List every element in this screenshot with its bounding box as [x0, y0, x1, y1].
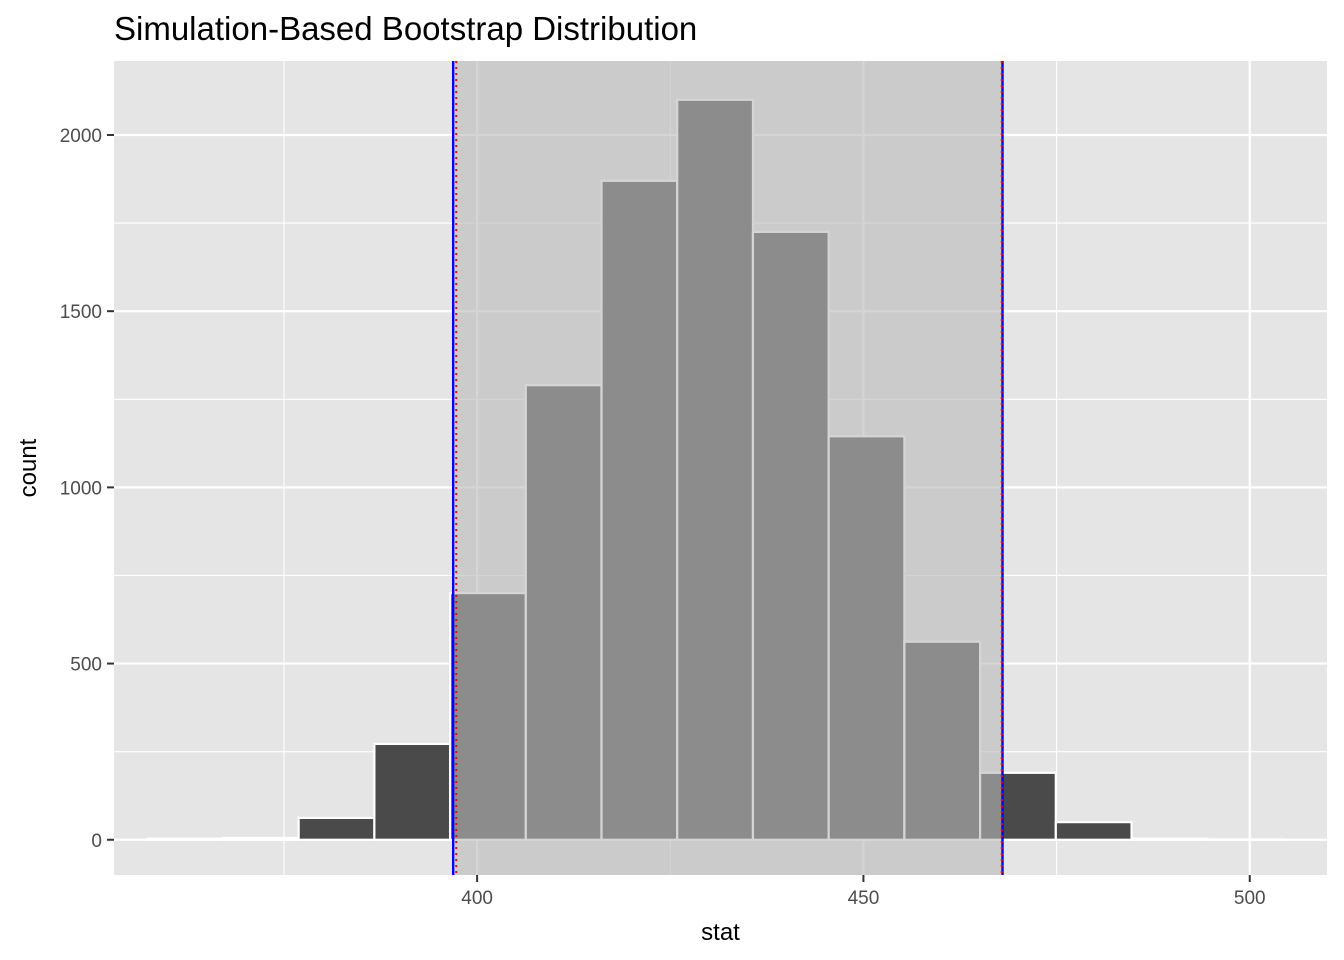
y-tick-label: 0: [91, 831, 102, 852]
y-axis-title: count: [15, 438, 42, 497]
chart-title: Simulation-Based Bootstrap Distribution: [114, 10, 697, 47]
ci-shaded-region: [453, 61, 1003, 875]
histogram-bar: [146, 837, 225, 841]
y-tick-label: 2000: [60, 126, 102, 147]
x-axis-title: stat: [701, 919, 740, 946]
x-tick-label: 450: [848, 888, 880, 909]
x-tick-label: 400: [461, 888, 493, 909]
histogram-bar: [1054, 821, 1133, 841]
y-axis-ticks: 0 500 1000 1500 2000: [60, 126, 114, 852]
y-tick-label: 1500: [60, 302, 102, 323]
confidence-interval-lines: [451, 61, 1004, 875]
histogram-bar: [297, 816, 376, 841]
histogram-bar: [1130, 837, 1209, 841]
x-tick-label: 500: [1234, 888, 1266, 909]
y-tick-label: 500: [70, 655, 102, 676]
x-axis-ticks: 400 450 500: [461, 875, 1266, 909]
histogram-bar: [221, 836, 300, 841]
y-tick-label: 1000: [60, 478, 102, 499]
histogram-bar: [373, 742, 452, 841]
